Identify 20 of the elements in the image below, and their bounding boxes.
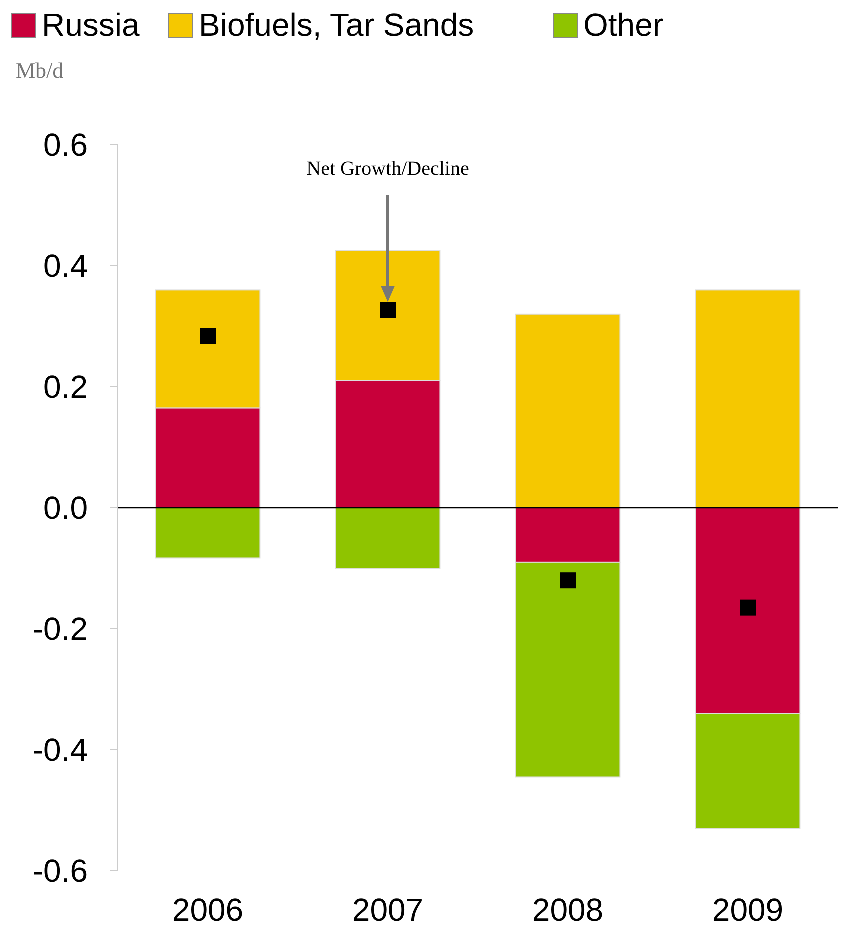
x-tick-label: 2009	[712, 892, 784, 928]
x-tick-label: 2007	[352, 892, 424, 928]
y-tick-label: 0.4	[44, 248, 88, 284]
y-tick-label: -0.4	[32, 732, 88, 768]
legend-label: Biofuels, Tar Sands	[199, 7, 474, 43]
y-axis-title: Mb/d	[16, 58, 64, 83]
y-tick-label: 0.6	[44, 127, 88, 164]
y-tick-label: -0.2	[32, 611, 88, 648]
point	[740, 600, 756, 616]
annotation: Net Growth/Decline	[306, 158, 470, 180]
point	[560, 572, 576, 589]
point	[380, 302, 396, 318]
y-tick-label: 0.2	[44, 369, 88, 406]
x-tick-label: 2008	[532, 892, 604, 928]
legend-label: Russia	[42, 7, 140, 43]
point	[200, 328, 216, 344]
x-tick-label: 2006	[172, 892, 244, 928]
y-tick-label: 0.0	[44, 490, 88, 526]
legend-label: Other	[584, 7, 664, 43]
y-tick-label: -0.6	[32, 853, 88, 890]
